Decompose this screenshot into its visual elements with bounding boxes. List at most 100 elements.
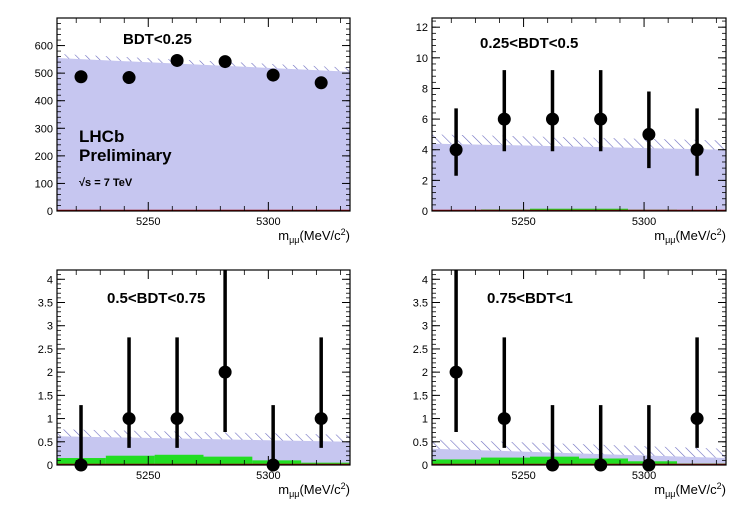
data-point (594, 112, 608, 126)
data-point (545, 112, 559, 126)
plot-area (57, 429, 350, 465)
x-axis-label-units: (MeV/c (675, 482, 717, 497)
plot-frame (431, 269, 727, 466)
data-point (266, 458, 280, 472)
data-point (642, 458, 656, 472)
y-tick-label: 400 (35, 96, 53, 108)
signal-bin (481, 457, 530, 465)
data-point (170, 53, 184, 67)
y-tick-label: 0.5 (38, 437, 53, 449)
x-axis-label: mμμ(MeV/c2) (278, 227, 350, 245)
x-axis-label-main: m (654, 228, 665, 243)
data-point (449, 365, 463, 379)
y-tick-label: 0.5 (413, 437, 428, 449)
experiment-label: LHCb (79, 127, 124, 146)
x-axis-label-subscript: μμ (665, 235, 675, 245)
x-tick-label: 5250 (511, 216, 535, 228)
x-axis-label-main: m (278, 228, 289, 243)
y-tick-label: 200 (35, 151, 53, 163)
y-tick-label: 3 (422, 321, 428, 333)
x-axis-label-close: ) (346, 228, 350, 243)
x-tick-label: 5300 (632, 216, 656, 228)
signal-bin (432, 459, 481, 465)
data-point (122, 71, 136, 85)
x-axis-label-main: m (278, 482, 289, 497)
x-axis-label-subscript: μμ (665, 489, 675, 499)
x-tick-label: 5300 (256, 216, 280, 228)
y-tick-label: 3 (47, 321, 53, 333)
data-point (74, 70, 88, 84)
y-tick-label: 4 (422, 274, 428, 286)
x-axis-label-subscript: μμ (289, 489, 299, 499)
data-point (594, 458, 608, 472)
x-axis-label-close: ) (722, 228, 726, 243)
y-tick-label: 300 (35, 123, 53, 135)
y-tick-label: 4 (422, 145, 428, 157)
y-tick-label: 8 (422, 83, 428, 95)
y-tick-label: 2 (47, 367, 53, 379)
data-point (314, 412, 328, 426)
y-tick-label: 1 (422, 414, 428, 426)
panel-title: 0.5<BDT<0.75 (107, 290, 205, 307)
x-tick-label: 5250 (136, 470, 160, 482)
y-tick-label: 1 (47, 414, 53, 426)
x-tick-label: 5250 (136, 216, 160, 228)
y-tick-label: 4 (47, 274, 53, 286)
y-tick-label: 2.5 (38, 344, 53, 356)
y-tick-label: 1.5 (38, 390, 53, 402)
data-point (690, 412, 704, 426)
y-tick-label: 12 (416, 22, 428, 34)
y-tick-label: 0 (47, 460, 53, 472)
data-point (497, 412, 511, 426)
x-axis-label-close: ) (722, 482, 726, 497)
y-tick-label: 10 (416, 53, 428, 65)
x-axis-label-units: (MeV/c (675, 228, 717, 243)
data-point (545, 458, 559, 472)
x-tick-label: 5300 (632, 470, 656, 482)
panel-title: 0.25<BDT<0.5 (480, 35, 578, 52)
y-tick-label: 500 (35, 68, 53, 80)
x-axis-label-superscript: 2 (341, 227, 346, 237)
data-point (170, 412, 184, 426)
status-label: Preliminary (79, 146, 172, 165)
panel-title: 0.75<BDT<1 (487, 290, 573, 307)
signal-bin (105, 455, 155, 465)
y-tick-label: 600 (35, 41, 53, 53)
data-point (449, 143, 463, 157)
signal-bin (203, 456, 253, 465)
data-point (74, 458, 88, 472)
plot-frame (56, 17, 351, 212)
x-axis-label-superscript: 2 (717, 227, 722, 237)
data-point (218, 365, 232, 379)
data-point (497, 112, 511, 126)
plot-frame (431, 17, 727, 212)
x-axis-label-superscript: 2 (341, 481, 346, 491)
y-tick-label: 0 (422, 206, 428, 218)
plot-area (432, 134, 726, 211)
x-axis-label: mμμ(MeV/c2) (654, 227, 726, 245)
x-axis-label: mμμ(MeV/c2) (278, 481, 350, 499)
y-tick-label: 3.5 (38, 298, 53, 310)
x-tick-label: 5250 (511, 470, 535, 482)
plot-area (432, 439, 726, 465)
y-tick-label: 6 (422, 114, 428, 126)
data-point (642, 127, 656, 141)
data-point (266, 68, 280, 82)
x-axis-label-superscript: 2 (717, 481, 722, 491)
data-point (122, 412, 136, 426)
y-tick-label: 3.5 (413, 298, 428, 310)
data-point (218, 55, 232, 69)
data-point (314, 76, 328, 90)
y-tick-label: 100 (35, 178, 53, 190)
y-tick-label: 2 (422, 175, 428, 187)
y-tick-label: 2.5 (413, 344, 428, 356)
x-axis-label-subscript: μμ (289, 235, 299, 245)
x-axis-label: mμμ(MeV/c2) (654, 481, 726, 499)
y-tick-label: 0 (47, 206, 53, 218)
x-tick-label: 5300 (256, 470, 280, 482)
y-tick-label: 1.5 (413, 390, 428, 402)
